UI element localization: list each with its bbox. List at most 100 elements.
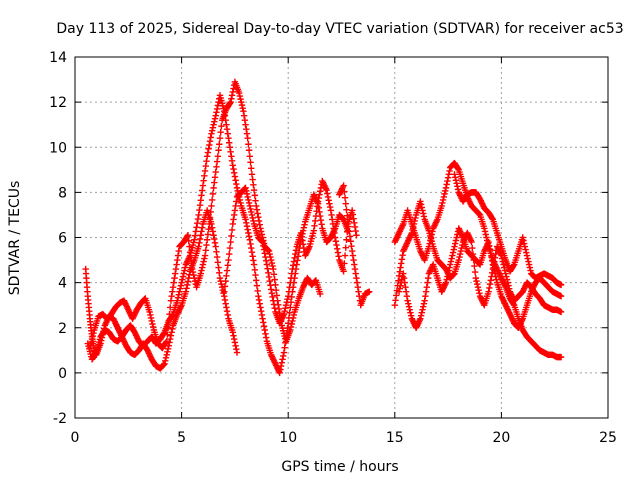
data-point — [179, 276, 186, 283]
data-point — [292, 247, 300, 254]
data-point — [206, 220, 213, 228]
data-point — [265, 247, 273, 255]
series-trace-i — [451, 171, 565, 289]
data-point — [328, 211, 335, 219]
data-point — [229, 88, 236, 96]
data-point — [251, 266, 258, 274]
data-point — [227, 238, 234, 246]
data-point — [164, 331, 171, 338]
data-point — [245, 233, 253, 240]
data-point — [268, 289, 276, 297]
data-point — [251, 192, 258, 199]
data-point — [254, 287, 261, 295]
data-point — [244, 135, 251, 142]
data-point — [212, 243, 219, 250]
data-point — [525, 258, 532, 265]
data-point — [351, 261, 358, 268]
data-point — [312, 217, 319, 225]
data-point — [218, 283, 226, 291]
data-point — [526, 264, 534, 271]
data-point — [473, 277, 480, 285]
data-point — [270, 271, 278, 278]
data-point — [485, 238, 492, 246]
data-point — [226, 144, 234, 151]
data-point — [210, 121, 217, 128]
series-trace-d — [221, 177, 360, 327]
data-point — [87, 341, 94, 349]
data-point — [229, 329, 236, 336]
data-points — [82, 78, 565, 377]
data-point — [245, 199, 253, 207]
data-point — [348, 242, 355, 250]
data-point — [260, 246, 268, 253]
data-point — [341, 188, 348, 195]
data-point — [175, 291, 182, 298]
data-point — [291, 254, 298, 262]
data-point — [323, 186, 330, 194]
data-point — [277, 362, 285, 370]
data-point — [172, 265, 180, 273]
data-point — [230, 335, 238, 343]
data-point — [353, 232, 360, 239]
data-point — [472, 274, 480, 282]
data-point — [232, 342, 239, 349]
data-point — [187, 254, 195, 262]
data-point — [289, 317, 296, 325]
data-point — [267, 282, 274, 289]
data-point — [267, 256, 275, 264]
data-point — [288, 270, 295, 277]
data-point — [442, 187, 449, 195]
data-point — [411, 217, 418, 225]
data-point — [474, 280, 481, 288]
data-point — [216, 141, 223, 148]
data-point — [227, 98, 234, 106]
data-point — [438, 202, 445, 210]
data-point — [263, 261, 271, 268]
data-point — [147, 314, 155, 322]
data-point — [344, 227, 352, 234]
data-point — [162, 357, 169, 365]
data-point — [167, 297, 175, 304]
data-point — [213, 248, 220, 255]
data-point — [316, 188, 324, 195]
data-point — [176, 285, 184, 292]
data-point — [231, 207, 239, 214]
data-point — [520, 237, 527, 244]
data-point — [398, 256, 406, 263]
data-point — [420, 300, 428, 307]
data-point — [280, 352, 287, 360]
data-point — [240, 107, 247, 115]
data-point — [417, 198, 424, 205]
data-point — [249, 214, 256, 222]
data-point — [246, 202, 254, 210]
data-point — [162, 339, 170, 346]
data-point — [199, 264, 206, 271]
data-point — [206, 141, 213, 149]
data-point — [228, 153, 235, 160]
data-point — [230, 216, 237, 223]
data-point — [412, 214, 419, 222]
data-point — [286, 283, 293, 291]
series-trace-c — [86, 78, 324, 352]
y-axis-label: SDTVAR / TECUs — [7, 181, 23, 296]
data-point — [452, 174, 459, 181]
data-point — [167, 304, 174, 311]
data-point — [282, 301, 290, 309]
data-point — [326, 203, 334, 211]
data-point — [481, 225, 488, 232]
data-point — [397, 282, 404, 289]
data-point — [208, 224, 216, 231]
data-point — [488, 253, 495, 261]
data-point — [265, 247, 272, 254]
data-point — [89, 332, 96, 340]
data-point — [245, 196, 252, 204]
data-point — [203, 153, 211, 160]
data-point — [252, 197, 259, 204]
data-point — [184, 278, 192, 285]
data-point — [247, 240, 254, 248]
data-point — [395, 288, 403, 295]
data-point — [228, 92, 236, 99]
data-point — [163, 351, 170, 359]
data-point — [197, 232, 204, 239]
data-point — [224, 130, 231, 137]
